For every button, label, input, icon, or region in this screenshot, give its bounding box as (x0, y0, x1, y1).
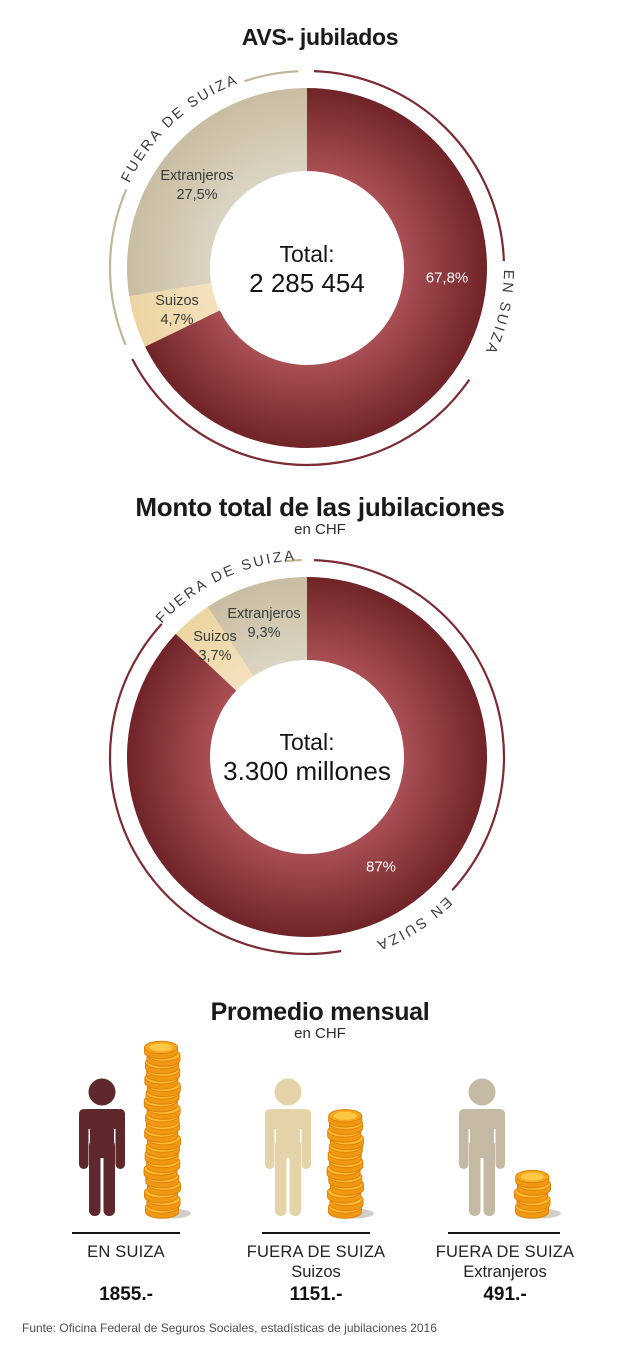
chart1-label-extranjeros: Extranjeros 27,5% (160, 167, 233, 205)
chart2-total: Total: 3.300 millones (223, 728, 391, 786)
chart2-label-suizos: Suizos 3,7% (193, 628, 237, 666)
donut2-outer-arc-0 (313, 559, 506, 891)
coin-stack-fuera-suizos (326, 1109, 374, 1219)
chart1-total: Total: 2 285 454 (249, 240, 365, 298)
segment-pct: 27,5% (176, 187, 218, 203)
segment-pct: 3,7% (198, 648, 232, 664)
category-en-suiza: EN SUIZA 1855.- (26, 1242, 226, 1306)
chart2-title: Monto total de las jubilaciones (135, 492, 505, 522)
coin-stack-fuera-extranjeros (514, 1169, 561, 1219)
person-icon-fuera-extranjeros (459, 1078, 505, 1216)
donut2-outer-arc-2 (284, 558, 302, 563)
category-sublabel: Suizos (291, 1263, 341, 1281)
category-sublabel: Extranjeros (463, 1263, 547, 1281)
donut1-outer-arc-3 (244, 70, 299, 83)
category-value: 1855.- (99, 1284, 153, 1305)
category-underline (72, 1232, 180, 1234)
donut2-segment-0 (127, 577, 488, 938)
chart2-label-ensuiza-pct: 87% (365, 858, 397, 876)
chart3-title: Promedio mensual (210, 998, 430, 1026)
category-fuera-suizos: FUERA DE SUIZA Suizos 1151.- (216, 1242, 416, 1306)
category-label: EN SUIZA (87, 1243, 165, 1261)
segment-name: Suizos (155, 293, 199, 309)
donut1-segment-2 (127, 88, 307, 297)
total-value: 3.300 millones (223, 756, 391, 786)
segment-name: Extranjeros (160, 168, 234, 184)
donut2-segment-1 (175, 606, 254, 691)
chart2-label-extranjeros: Extranjeros 9,3% (227, 605, 300, 643)
donut1-outer-arc-2 (108, 189, 128, 346)
coin-stack-en-suiza (143, 1040, 191, 1219)
category-label: FUERA DE SUIZA (246, 1243, 386, 1261)
total-label: Total: (279, 729, 335, 755)
person-icon-en-suiza (79, 1078, 125, 1216)
donut1-segment-0 (145, 88, 488, 448)
category-underline (448, 1232, 560, 1234)
category-value: 1151.- (289, 1284, 343, 1305)
total-value: 2 285 454 (249, 268, 365, 298)
category-fuera-extranjeros: FUERA DE SUIZA Extranjeros 491.- (405, 1242, 605, 1306)
source-note: Funte: Oficina Federal de Seguros Social… (22, 1321, 437, 1335)
person-glyph (459, 1078, 505, 1216)
segment-pct: 9,3% (247, 625, 281, 641)
segment-pct: 4,7% (160, 312, 194, 328)
chart1-title: AVS- jubilados (241, 24, 399, 50)
donut1-outer-arc-0 (313, 70, 505, 262)
chart1-label-ensuiza-pct: 67,8% (425, 269, 469, 287)
person-icon-fuera-suizos (265, 1078, 311, 1216)
category-value: 491.- (483, 1284, 527, 1305)
donut2-segment-2 (207, 577, 307, 677)
total-label: Total: (279, 241, 335, 267)
chart3-subtitle: en CHF (294, 1025, 346, 1042)
category-underline (262, 1232, 370, 1234)
chart2-subtitle: en CHF (294, 521, 346, 538)
person-glyph (79, 1078, 125, 1216)
category-label: FUERA DE SUIZA (435, 1243, 575, 1261)
donut2-outer-arc-1 (108, 623, 342, 956)
person-glyph (265, 1078, 311, 1216)
category-sublabel (26, 1262, 226, 1282)
chart1-label-suizos: Suizos 4,7% (155, 292, 199, 330)
donut1-outer-arc-1 (131, 358, 471, 467)
segment-name: Suizos (193, 629, 237, 645)
segment-name: Extranjeros (227, 606, 301, 622)
donut1-segment-1 (129, 283, 220, 347)
